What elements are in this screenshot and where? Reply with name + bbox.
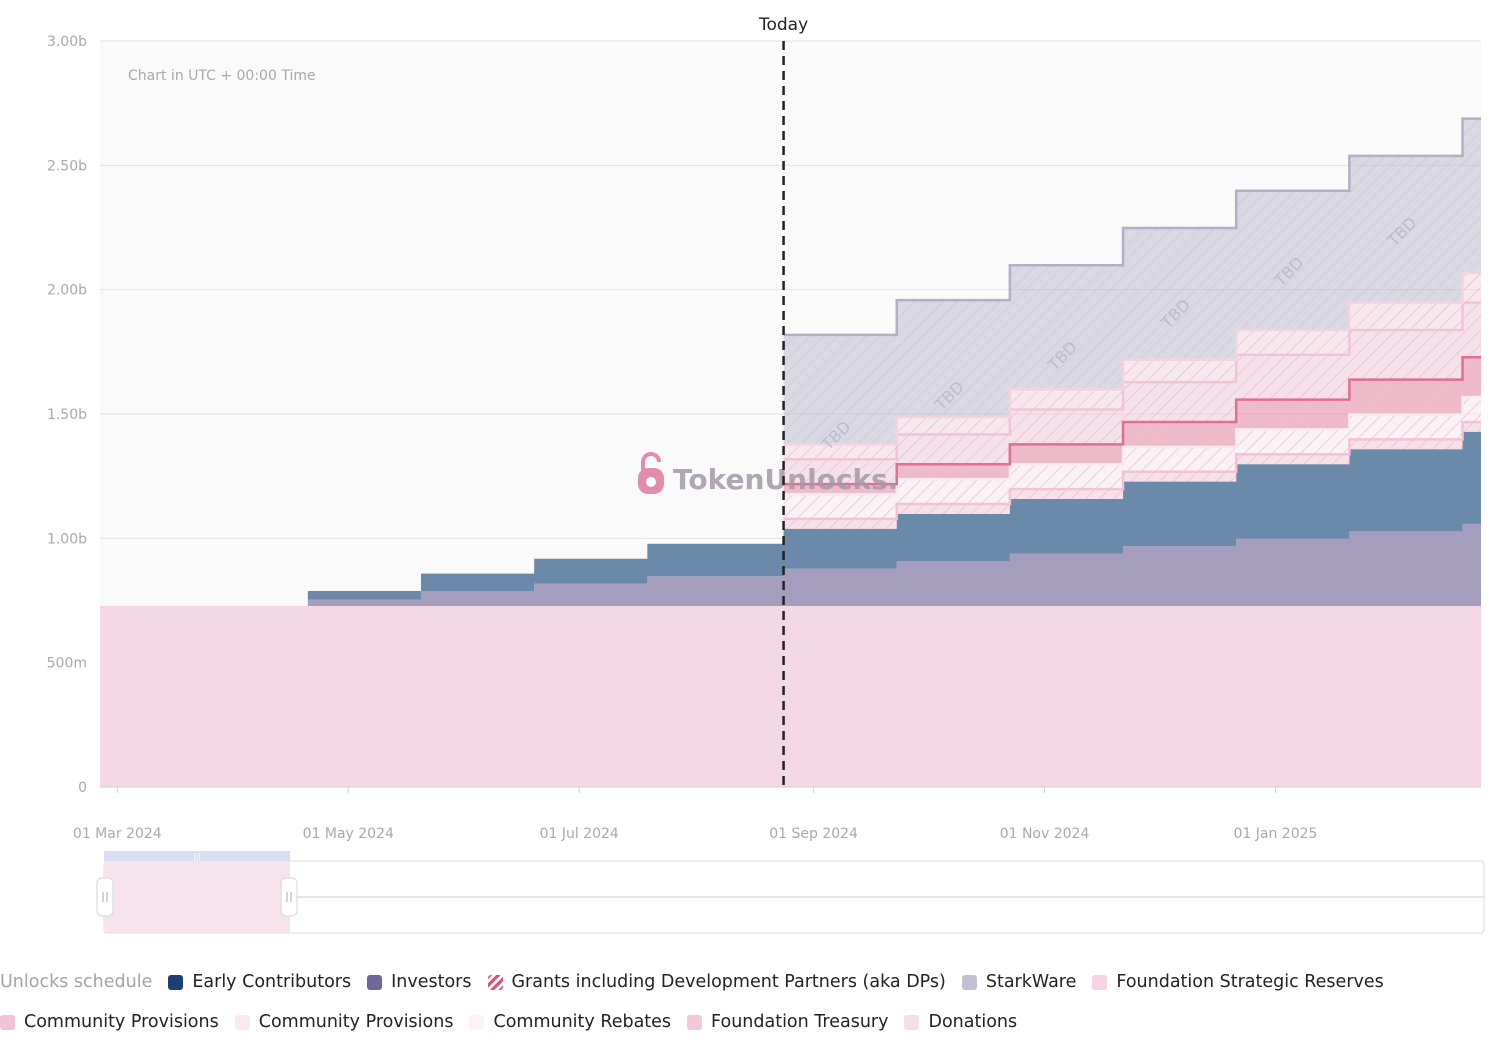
legend-item[interactable]: Community Provisions [0,1012,219,1032]
legend-swatch [687,1014,703,1030]
legend-label: Community Provisions [258,1012,454,1032]
outline-5 [783,356,1481,486]
series-outlines [783,117,1481,521]
today-marker: Today [758,15,808,787]
legend-label: Early Contributors [192,972,352,992]
legend-item[interactable]: Community Provisions [234,1012,454,1032]
legend-item[interactable]: Early Contributors [168,972,351,992]
x-tick-label: 01 Nov 2024 [1000,826,1090,842]
navigator-left-handle[interactable] [96,877,114,917]
area-hatch-6 [783,302,1481,485]
legend-label: StarkWare [985,972,1077,992]
watermark: TokenUnlocks. [638,452,898,496]
today-label: Today [758,15,808,35]
legend-row-2: Community Provisions Community Provisions… [0,1012,1033,1032]
scrollbar-grip-icon: ||| [193,852,201,861]
legend-swatch [234,1014,250,1030]
outline-6 [783,301,1481,461]
legend-swatch [0,1014,15,1030]
y-axis: 0 500m 1.00b 1.50b 2.00b 2.50b 3.00b [47,34,87,796]
area-hatch-8 [783,118,1481,445]
x-axis: 01 Mar 2024 01 May 2024 01 Jul 2024 01 Sep … [73,786,1481,842]
x-tick-label: 01 May 2024 [303,826,394,842]
legend-row-1: Unlocks schedule Early Contributors Inves… [0,972,1400,992]
legend-item[interactable]: Investors [367,972,472,992]
y-tick-label: 500m [47,656,87,672]
navigator-right-handle[interactable] [280,877,298,917]
legend-title: Unlocks schedule [0,972,153,992]
legend-label: Donations [928,1012,1018,1032]
legend-swatch [961,974,977,990]
area-hatch-7 [783,272,1481,460]
legend-swatch [168,974,184,990]
legend-item[interactable]: Grants including Development Partners (a… [487,972,946,992]
series-areas [100,118,1482,787]
legend-item[interactable]: Foundation Strategic Reserves [1092,972,1384,992]
legend-swatch [487,974,503,990]
area-2 [307,431,1482,600]
y-tick-label: 1.50b [47,407,87,423]
area-hatch-5 [783,357,1481,495]
navigator-scrollbar[interactable] [104,851,290,861]
y-tick-label: 2.50b [47,158,87,174]
x-tick-label: 01 Sep 2024 [769,826,858,842]
area-0 [100,605,1481,787]
legend-label: Foundation Strategic Reserves [1116,972,1384,992]
area-hatch-4 [783,397,1481,519]
outline-3 [783,420,1481,521]
legend-item[interactable]: Donations [904,1012,1017,1032]
legend-item[interactable]: Community Rebates [469,1012,671,1032]
legend-item[interactable]: StarkWare [961,972,1077,992]
y-tick-label: 1.00b [47,531,87,547]
legend-label: Investors [391,972,472,992]
legend-swatch [367,974,383,990]
chart-note: Chart in UTC + 00:00 Time [128,68,316,84]
legend-swatch [904,1014,920,1030]
legend-label: Community Provisions [24,1012,219,1032]
y-tick-label: 3.00b [47,34,87,50]
y-tick-label: 0 [78,780,87,796]
x-tick-label: 01 Mar 2024 [73,826,162,842]
outline-7 [783,271,1481,446]
legend-label: Foundation Treasury [711,1012,889,1032]
legend-label: Grants including Development Partners (a… [511,972,946,992]
legend-label: Community Rebates [493,1012,672,1032]
navigator-selection[interactable] [104,861,290,933]
outline-4 [783,395,1481,496]
range-navigator[interactable]: ||| [96,851,1485,934]
lock-icon [638,452,664,494]
x-tick-label: 01 Jul 2024 [540,826,619,842]
x-tick-label: 01 Jan 2025 [1233,826,1317,842]
area-hatch-3 [783,421,1481,529]
legend-swatch [1092,974,1108,990]
legend-swatch [469,1014,485,1030]
y-tick-label: 2.00b [47,283,87,299]
legend-item[interactable]: Foundation Treasury [687,1012,888,1032]
outline-8 [783,117,1481,337]
area-1 [307,523,1482,606]
watermark-text: TokenUnlocks. [673,463,898,496]
